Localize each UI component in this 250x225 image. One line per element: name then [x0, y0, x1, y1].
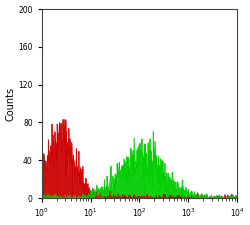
- Y-axis label: Counts: Counts: [6, 86, 16, 121]
